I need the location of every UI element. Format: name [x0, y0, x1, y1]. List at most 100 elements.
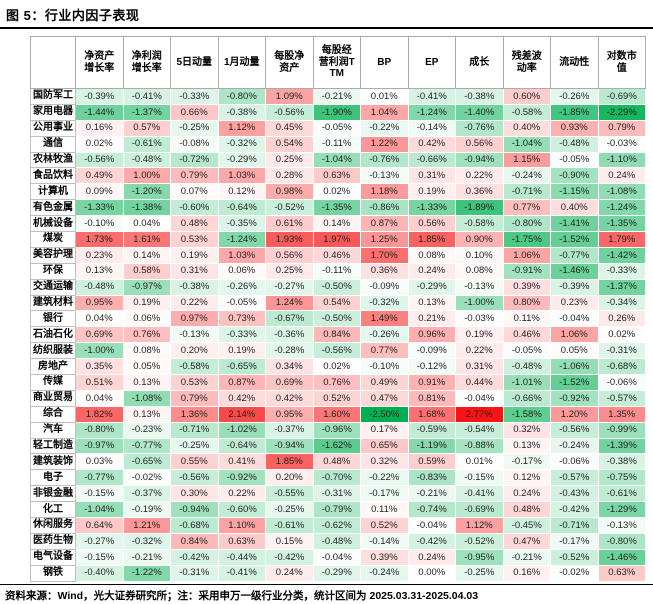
heatmap-cell: -0.29% — [407, 278, 456, 296]
table-row: 美容护理 0.23% 0.14% 0.19% 1.03% 0.56% 0.46% 1.70% 0… — [30, 246, 646, 264]
heatmap-cell: -0.14% — [407, 119, 456, 137]
heatmap-cell: -0.61% — [122, 135, 171, 153]
heatmap-cell: -0.29% — [312, 564, 361, 582]
column-header: BP — [360, 36, 409, 89]
heatmap-cell: -0.22% — [360, 119, 409, 137]
heatmap-cell: 0.24% — [407, 262, 456, 280]
heatmap-cell: 0.39% — [502, 278, 551, 296]
heatmap-cell: -0.69% — [455, 501, 504, 519]
heatmap-cell: -0.42% — [265, 548, 314, 566]
heatmap-cell: -0.71% — [502, 183, 551, 201]
heatmap-cell: -0.61% — [597, 485, 646, 503]
heatmap-cell: -1.38% — [122, 199, 171, 217]
table-row: 传媒 0.51% 0.13% 0.53% 0.87% 0.69% 0.76% 0.49% 0.9… — [30, 374, 646, 391]
row-label: 通信 — [30, 135, 76, 153]
row-label: 建筑材料 — [30, 294, 76, 312]
heatmap-cell: -0.03% — [597, 135, 646, 153]
row-label: 电子 — [30, 469, 76, 487]
heatmap-cell: 0.31% — [455, 358, 504, 376]
heatmap-cell: 1.73% — [75, 231, 124, 248]
heatmap-cell: 0.79% — [170, 167, 219, 185]
heatmap-cell: 0.57% — [122, 119, 171, 137]
heatmap-cell: 0.20% — [265, 469, 314, 487]
heatmap-cell: -0.15% — [455, 469, 504, 487]
heatmap-cell: -1.62% — [312, 437, 361, 455]
heatmap-cell: -0.24% — [550, 437, 599, 455]
heatmap-cell: 0.63% — [217, 532, 266, 550]
heatmap-cell: -1.90% — [312, 103, 361, 121]
heatmap-cell: 0.02% — [312, 358, 361, 376]
heatmap-cell: -0.04% — [407, 517, 456, 534]
heatmap-cell: 0.02% — [597, 326, 646, 344]
heatmap-cell: 1.03% — [217, 246, 266, 264]
table-row: 环保 0.13% 0.58% 0.31% 0.06% 0.25% -0.11% 0.36% 0.… — [30, 262, 646, 280]
heatmap-cell: 0.19% — [170, 246, 219, 264]
heatmap-cell: -0.32% — [122, 532, 171, 550]
heatmap-cell: 0.60% — [502, 88, 551, 105]
heatmap-cell: -0.05% — [217, 294, 266, 312]
row-label: 综合 — [30, 405, 76, 423]
column-header: 每股净资产 — [265, 36, 314, 89]
heatmap-cell: 0.64% — [75, 517, 124, 534]
heatmap-cell: -0.22% — [360, 469, 409, 487]
heatmap-cell: -0.60% — [170, 199, 219, 217]
row-label: 美容护理 — [30, 246, 76, 264]
heatmap-cell: 0.96% — [407, 326, 456, 344]
row-label: 环保 — [30, 262, 76, 280]
heatmap-cell: -0.94% — [170, 501, 219, 519]
heatmap-cell: 1.36% — [170, 405, 219, 423]
heatmap-cell: -2.50% — [360, 405, 409, 423]
heatmap-cell: -0.70% — [312, 469, 361, 487]
heatmap-cell: -0.25% — [170, 437, 219, 455]
heatmap-cell: 0.48% — [312, 453, 361, 471]
heatmap-cell: 1.97% — [312, 231, 361, 248]
heatmap-cell: -1.19% — [407, 437, 456, 455]
heatmap-cell: 0.16% — [502, 564, 551, 582]
heatmap-cell: -0.21% — [312, 88, 361, 105]
heatmap-cell: -1.39% — [597, 437, 646, 455]
heatmap-cell: -1.85% — [550, 103, 599, 121]
heatmap-cell: 0.14% — [312, 215, 361, 233]
heatmap-cell: -0.41% — [455, 485, 504, 503]
heatmap-cell: -0.62% — [312, 517, 361, 534]
row-label: 医药生物 — [30, 532, 76, 550]
factor-performance-table: 净资产增长率 净利润增长率 5日动量 1月动量 每股净资产 每股经营利润TTM BP EP 成长… — [30, 36, 646, 582]
heatmap-cell: -0.66% — [502, 389, 551, 407]
heatmap-cell: 1.06% — [502, 246, 551, 264]
heatmap-cell: 1.61% — [122, 231, 171, 248]
heatmap-cell: -0.03% — [455, 310, 504, 328]
heatmap-cell: 0.95% — [75, 294, 124, 312]
table-row: 家用电器 -1.44% -1.37% 0.66% -0.38% -0.56% -1.90% 1… — [30, 103, 646, 121]
row-label: 机械设备 — [30, 215, 76, 233]
heatmap-cell: -0.15% — [75, 548, 124, 566]
heatmap-cell: -0.17% — [360, 485, 409, 503]
heatmap-cell: 0.08% — [455, 262, 504, 280]
heatmap-cell: 0.05% — [550, 342, 599, 360]
heatmap-cell: 0.20% — [170, 342, 219, 360]
table-row: 轻工制造 -0.97% -0.77% -0.25% -0.64% -0.94% -1.62%… — [30, 437, 646, 455]
row-label: 非银金融 — [30, 485, 76, 503]
heatmap-cell: 0.09% — [75, 183, 124, 201]
table-row: 建筑材料 0.95% 0.19% 0.22% -0.05% 1.24% 0.54% -0.32… — [30, 294, 646, 312]
heatmap-cell: -1.58% — [502, 405, 551, 423]
heatmap-cell: 0.02% — [75, 135, 124, 153]
heatmap-cell: -0.32% — [360, 294, 409, 312]
table-row: 医药生物 -0.27% -0.32% 0.84% 0.63% 0.15% -0.48% -0.… — [30, 532, 646, 550]
table-row: 汽车 -0.80% -0.23% -0.71% -1.02% -0.37% -0.96% 0.… — [30, 421, 646, 439]
heatmap-cell: -1.24% — [597, 199, 646, 217]
heatmap-cell: -0.04% — [550, 310, 599, 328]
heatmap-cell: -0.17% — [550, 532, 599, 550]
heatmap-cell: -0.56% — [550, 421, 599, 439]
heatmap-cell: -0.10% — [75, 215, 124, 233]
heatmap-cell: 1.49% — [360, 310, 409, 328]
heatmap-cell: 0.24% — [597, 167, 646, 185]
heatmap-cell: -1.37% — [122, 103, 171, 121]
heatmap-cell: -0.50% — [312, 278, 361, 296]
row-label: 轻工制造 — [30, 437, 76, 455]
heatmap-cell: -0.79% — [312, 501, 361, 519]
heatmap-cell: -0.48% — [312, 532, 361, 550]
heatmap-cell: 0.65% — [360, 437, 409, 455]
heatmap-cell: 0.04% — [75, 310, 124, 328]
heatmap-cell: 1.85% — [265, 453, 314, 471]
heatmap-cell: -0.11% — [312, 262, 361, 280]
